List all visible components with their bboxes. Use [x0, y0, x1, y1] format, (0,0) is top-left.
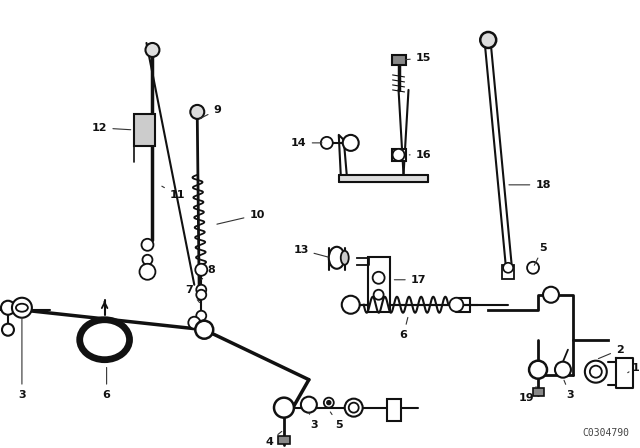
Circle shape: [590, 366, 602, 378]
Text: 3: 3: [564, 380, 573, 400]
Circle shape: [327, 401, 331, 405]
Text: 3: 3: [18, 318, 26, 400]
Circle shape: [274, 398, 294, 418]
Text: 6: 6: [399, 318, 408, 340]
Circle shape: [143, 255, 152, 265]
Circle shape: [324, 398, 334, 408]
Text: 1: 1: [628, 363, 639, 373]
Circle shape: [188, 317, 200, 329]
Circle shape: [343, 135, 358, 151]
Text: 8: 8: [201, 265, 215, 280]
Bar: [278, 435, 290, 444]
Circle shape: [140, 264, 156, 280]
Circle shape: [480, 32, 496, 48]
Bar: [392, 55, 406, 65]
Text: 9: 9: [200, 105, 221, 119]
Circle shape: [195, 321, 213, 339]
Circle shape: [196, 285, 206, 295]
Text: 12: 12: [92, 123, 131, 133]
Text: 6: 6: [102, 367, 111, 400]
Text: 19: 19: [518, 387, 536, 403]
Bar: [367, 257, 390, 312]
Ellipse shape: [78, 318, 131, 361]
Circle shape: [12, 298, 32, 318]
Circle shape: [392, 149, 404, 161]
Text: 2: 2: [598, 345, 623, 358]
Circle shape: [372, 272, 385, 284]
Circle shape: [529, 361, 547, 379]
Text: 13: 13: [293, 245, 328, 257]
Circle shape: [342, 296, 360, 314]
Circle shape: [449, 298, 463, 312]
Bar: [532, 388, 543, 396]
Ellipse shape: [79, 319, 130, 360]
Text: 7: 7: [186, 285, 200, 302]
Circle shape: [196, 290, 206, 300]
Ellipse shape: [340, 251, 349, 265]
Circle shape: [141, 239, 154, 251]
Circle shape: [196, 311, 206, 321]
Ellipse shape: [81, 321, 128, 358]
Circle shape: [301, 396, 317, 413]
Text: 15: 15: [405, 53, 431, 63]
Bar: [134, 114, 156, 146]
Bar: [387, 399, 401, 421]
Ellipse shape: [82, 322, 127, 357]
Ellipse shape: [329, 247, 345, 269]
Circle shape: [1, 301, 15, 315]
Ellipse shape: [16, 304, 28, 312]
Circle shape: [585, 361, 607, 383]
Circle shape: [345, 399, 363, 417]
Text: 5: 5: [534, 243, 547, 265]
Circle shape: [503, 263, 513, 273]
Bar: [502, 265, 514, 279]
Circle shape: [195, 264, 207, 276]
Text: 16: 16: [410, 150, 431, 160]
Polygon shape: [339, 175, 428, 182]
Text: C0304790: C0304790: [582, 428, 630, 438]
Circle shape: [145, 43, 159, 57]
Ellipse shape: [77, 317, 132, 362]
Text: 18: 18: [509, 180, 551, 190]
Ellipse shape: [80, 320, 129, 359]
Text: 17: 17: [394, 275, 426, 285]
Text: 10: 10: [217, 210, 265, 224]
Text: 11: 11: [162, 186, 185, 200]
Text: 5: 5: [330, 412, 342, 430]
Text: 14: 14: [291, 138, 322, 148]
Bar: [392, 149, 406, 161]
Circle shape: [321, 137, 333, 149]
Circle shape: [374, 290, 383, 300]
Circle shape: [543, 287, 559, 303]
Circle shape: [2, 324, 14, 336]
Circle shape: [527, 262, 539, 274]
Circle shape: [349, 403, 358, 413]
Text: 3: 3: [309, 413, 317, 430]
Circle shape: [555, 362, 571, 378]
Circle shape: [190, 105, 204, 119]
Text: 4: 4: [265, 431, 282, 447]
